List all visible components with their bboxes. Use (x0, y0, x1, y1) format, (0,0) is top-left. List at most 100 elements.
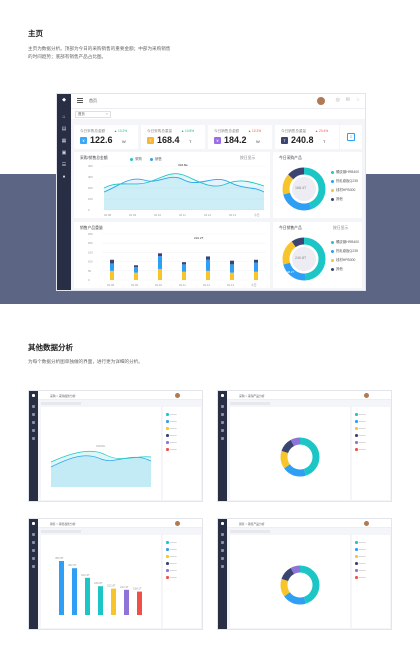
mini-bar (111, 588, 116, 615)
avatar[interactable] (364, 521, 369, 526)
bar-segment (230, 260, 234, 265)
mini-peak-label: 318.8w (96, 444, 106, 448)
mini-tab[interactable] (230, 530, 270, 533)
nav-icon[interactable] (221, 541, 224, 544)
nav-icon[interactable] (32, 429, 35, 432)
bar-chart-svg: 250 200 150 100 50 0 04.08 04.09 04.10 04.11 04.12… (88, 232, 266, 287)
nav-icon[interactable] (32, 549, 35, 552)
kpi-icon: T (147, 137, 154, 144)
home-icon[interactable]: ⌂ (62, 114, 66, 120)
legend-item: 螺纹钢HRB400 (331, 239, 359, 244)
y-tick: 200 (88, 241, 93, 245)
logo-icon (32, 394, 35, 397)
mini-bar (137, 591, 142, 615)
nav-icon[interactable] (32, 437, 35, 440)
x-tick: 04.10 (155, 283, 162, 287)
sales-icon[interactable]: ▦ (61, 138, 67, 144)
mini-topbar: 销售 > 销售产品分析 (227, 519, 391, 528)
kpi-value: 184.2 (224, 135, 247, 145)
legend-label: 热轧卷板Q235 (336, 249, 358, 253)
donut1-center (292, 177, 316, 201)
tab-home-label: 首页 (78, 112, 85, 116)
nav-icon[interactable] (221, 549, 224, 552)
bar-segment (182, 271, 186, 280)
help-icon[interactable]: ◎ (335, 97, 340, 103)
detail-window[interactable]: 销售 > 销售产品分析 ▬▬▬ ▬▬▬ ▬▬▬ ▬▬▬ ▬▬▬ ▬▬▬ (217, 518, 392, 630)
mail-icon[interactable]: ✉ (345, 97, 350, 103)
nav-icon[interactable] (221, 413, 224, 416)
user-icon[interactable]: ● (62, 174, 66, 180)
mini-tab[interactable] (41, 530, 81, 533)
nav-icon[interactable] (221, 533, 224, 536)
dashboard-window: ◆ ⌂ ▤ ▦ ▣ ☰ ● 首页 ◎ ✉ ♢ 首页 × 今日采购总金额 ▲ 10… (56, 93, 366, 291)
nav-icon[interactable] (221, 429, 224, 432)
menu-icon[interactable] (77, 98, 83, 103)
tab-home[interactable]: 首页 × (75, 111, 111, 118)
nav-icon[interactable] (221, 557, 224, 560)
kpi-change: ▲ 10.2% (248, 129, 262, 133)
legend-label: 线材HPB300 (336, 188, 356, 192)
kpi-label: 今日销售总重量 (281, 129, 307, 133)
legend-sales: 销售 (150, 156, 162, 161)
mini-legend-item: ▬▬▬ (166, 434, 177, 437)
bar-segment (254, 271, 258, 280)
mini-donut-segment (280, 565, 320, 605)
sales-line (103, 176, 265, 193)
nav-icon[interactable] (32, 405, 35, 408)
report-icon[interactable]: ☰ (61, 162, 67, 168)
bar-chart-card: 销售产品重量 250 200 150 100 50 0 04.08 04.09 04.10 04.… (74, 222, 270, 288)
y-tick: 100 (88, 197, 93, 201)
donut1-center-value: 168.4T (295, 186, 307, 190)
legend-item: 其他 (331, 196, 343, 201)
mini-tab[interactable] (41, 402, 81, 405)
donut1-svg (282, 167, 326, 211)
mini-bar (72, 568, 77, 615)
kpi-icon: ¥ (80, 137, 87, 144)
avatar[interactable] (317, 97, 325, 105)
nav-icon[interactable] (32, 421, 35, 424)
detail-window[interactable]: 销售 > 销售趋势分析 450.8T 392.5T 312.9T 240.8T 222.… (28, 518, 203, 630)
x-tick: 04.13 (227, 283, 234, 287)
mini-donut-segment (280, 565, 320, 605)
nav-icon[interactable] (221, 437, 224, 440)
nav-icon[interactable] (32, 413, 35, 416)
section-title-home: 主页 (28, 29, 43, 38)
mini-topbar: 采购 > 采购趋势分析 (38, 391, 202, 400)
warehouse-icon[interactable]: ▣ (61, 150, 67, 156)
nav-icon[interactable] (221, 421, 224, 424)
nav-icon[interactable] (32, 557, 35, 560)
nav-icon[interactable] (32, 541, 35, 544)
detail-window[interactable]: 采购 > 采购产品分析 ▬▬▬ ▬▬▬ ▬▬▬ ▬▬▬ ▬▬▬ ▬▬▬ (217, 390, 392, 502)
detail-window[interactable]: 采购 > 采购趋势分析 318.8w ▬▬▬ ▬▬▬ ▬▬▬ ▬▬▬ ▬▬▬ ▬▬▬ (28, 390, 203, 502)
kpi-change: ▲ 20.4% (315, 129, 329, 133)
avatar[interactable] (364, 393, 369, 398)
nav-icon[interactable] (221, 565, 224, 568)
line-chart-filter[interactable]: 按日显示 (240, 156, 256, 160)
kpi-value: 122.6 (90, 135, 113, 145)
mini-tab[interactable] (230, 402, 270, 405)
donut2-filter[interactable]: 按日显示 (333, 226, 349, 230)
donut2-seg-4 (282, 237, 326, 281)
x-tick: 04.12 (203, 283, 210, 287)
line-chart-svg: 400 300 200 100 0 04.08 04.09 04.10 04.11 04.12 0… (88, 164, 266, 217)
nav-icon[interactable] (32, 565, 35, 568)
avatar[interactable] (175, 393, 180, 398)
x-tick: 04.11 (179, 213, 186, 217)
close-icon[interactable]: × (106, 112, 108, 116)
mini-chart-area (230, 535, 350, 628)
y-tick: 250 (88, 232, 93, 236)
export-icon[interactable]: ⇩ (347, 133, 355, 141)
x-tick: 04.10 (154, 213, 161, 217)
mini-legend-item: ▬▬▬ (355, 420, 366, 423)
nav-icon[interactable] (32, 533, 35, 536)
x-tick: 04.11 (179, 283, 186, 287)
purchase-icon[interactable]: ▤ (61, 126, 67, 132)
bell-icon[interactable]: ♢ (355, 97, 360, 103)
sales-area (104, 177, 264, 210)
avatar[interactable] (175, 521, 180, 526)
nav-icon[interactable] (221, 405, 224, 408)
export-card[interactable]: ⇩ (340, 125, 362, 149)
y-tick: 300 (88, 175, 93, 179)
mini-legend-item: ▬▬▬ (166, 562, 177, 565)
donut2-center-value: 240.8T (295, 256, 307, 260)
